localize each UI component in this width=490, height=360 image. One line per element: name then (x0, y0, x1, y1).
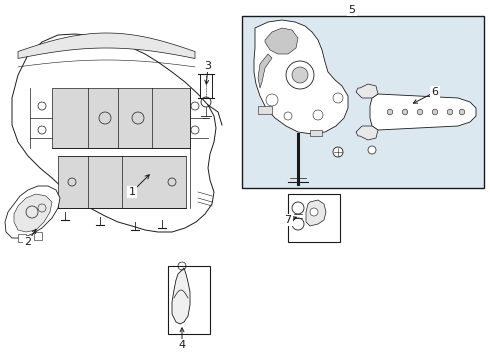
Bar (288, 194, 340, 242)
Bar (52, 88, 190, 148)
Bar (168, 266, 210, 334)
Circle shape (368, 146, 376, 154)
Circle shape (417, 109, 423, 115)
Text: 3: 3 (204, 61, 212, 71)
Circle shape (459, 109, 465, 115)
Bar (200, 74, 212, 98)
Bar (310, 130, 322, 136)
Polygon shape (12, 34, 216, 232)
Circle shape (402, 109, 408, 115)
Text: 6: 6 (432, 87, 439, 97)
Circle shape (292, 202, 304, 214)
Circle shape (447, 109, 453, 115)
Polygon shape (356, 84, 378, 98)
Circle shape (310, 208, 318, 216)
Text: 4: 4 (178, 340, 186, 350)
Polygon shape (18, 33, 195, 59)
Bar (258, 106, 272, 114)
Circle shape (292, 218, 304, 230)
Bar (58, 156, 186, 208)
Circle shape (432, 109, 438, 115)
Bar (18, 234, 26, 242)
Circle shape (333, 147, 343, 157)
Text: 1: 1 (128, 187, 136, 197)
Text: 5: 5 (348, 5, 356, 15)
Polygon shape (172, 268, 190, 324)
Polygon shape (258, 54, 272, 88)
Polygon shape (5, 186, 60, 238)
Polygon shape (370, 94, 476, 130)
Circle shape (387, 109, 393, 115)
Bar (242, 16, 484, 188)
Bar (34, 232, 42, 240)
Polygon shape (265, 28, 298, 54)
Polygon shape (306, 200, 326, 226)
Text: 2: 2 (24, 237, 31, 247)
Text: 7: 7 (284, 215, 292, 225)
Polygon shape (254, 20, 348, 134)
Polygon shape (356, 126, 378, 140)
Polygon shape (14, 194, 52, 232)
Circle shape (292, 67, 308, 83)
